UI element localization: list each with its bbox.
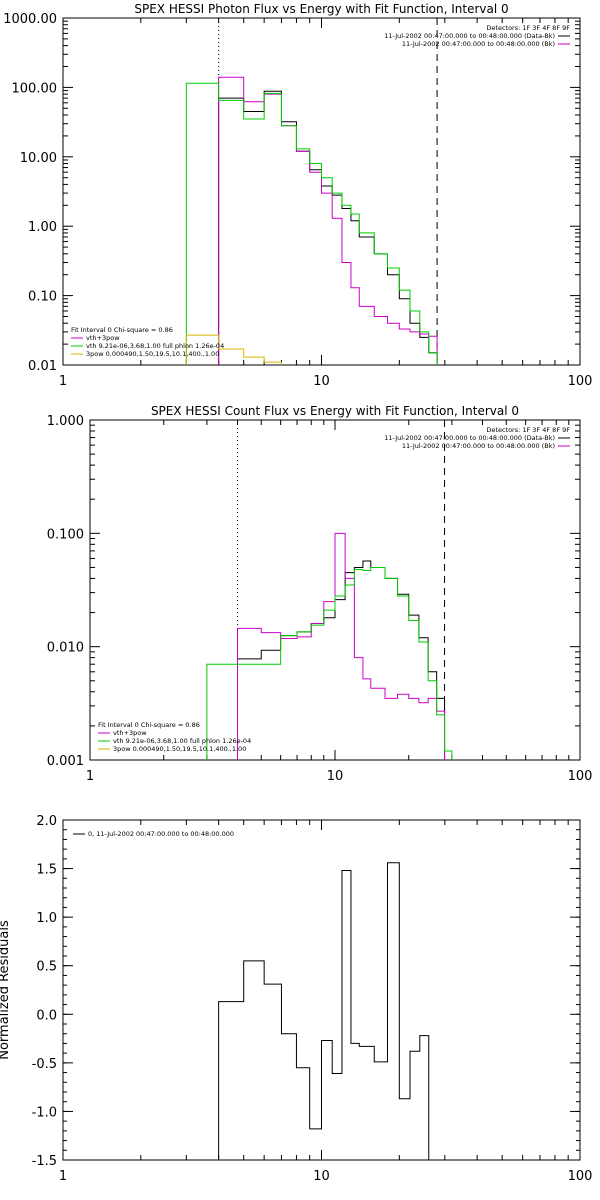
x-tick-label: 100 (568, 374, 593, 389)
y-tick-label: -1.0 (32, 1105, 57, 1120)
y-tick-label: 1000.00 (3, 12, 57, 27)
chart-title: SPEX HESSI Photon Flux vs Energy with Fi… (134, 2, 508, 16)
legend-top-right-line: 11-Jul-2002 00:47:00.000 to 00:48:00.000… (402, 40, 555, 48)
y-tick-label: 0.01 (28, 359, 57, 374)
series-2-step-line (206, 566, 453, 760)
x-tick-label: 10 (313, 1169, 330, 1184)
y-tick-label: 0.10 (28, 290, 57, 305)
legend-bottom-left-line: vth 9.21e-06,3.68,1.00 full phlon 1.26e-… (113, 737, 251, 745)
legend-bottom-left-line: vth+3pow (113, 729, 147, 737)
series-1-step-line (237, 532, 446, 760)
legend-bottom-left-line: vth 9.21e-06,3.68,1.00 full phlon 1.26e-… (86, 342, 224, 350)
x-tick-label: 10 (313, 374, 330, 389)
x-tick-label: 100 (568, 769, 593, 784)
series-0-step-line (218, 90, 438, 365)
legend-top-right-line: 11-Jul-2002 00:47:00.000 to 00:48:00.000… (384, 434, 555, 442)
legend-top-right-line: 11-Jul-2002 00:47:00.000 to 00:48:00.000… (384, 32, 555, 40)
x-tick-label: 10 (327, 769, 344, 784)
y-tick-label: 0.010 (47, 641, 84, 656)
x-tick-label: 100 (568, 1169, 593, 1184)
series-1-step-line (218, 76, 438, 365)
y-tick-label: 0.001 (47, 754, 84, 769)
legend-top-right-line: Detectors: 1F 3F 4F 8F 9F (486, 426, 570, 434)
y-tick-label: 0.100 (47, 527, 84, 542)
series-0-step-line (218, 862, 430, 1160)
x-tick-label: 1 (59, 374, 67, 389)
y-tick-label: 1.5 (36, 863, 57, 878)
y-tick-label: -1.5 (32, 1154, 57, 1169)
y-tick-label: 1.0 (36, 911, 57, 926)
y-tick-label: 0.5 (36, 960, 57, 975)
series-2-step-line (185, 82, 438, 365)
y-tick-label: 1.000 (47, 414, 84, 429)
y-tick-label: 2.0 (36, 814, 57, 829)
legend-bottom-left-line: Fit Interval 0 Chi-square = 0.86 (98, 721, 200, 729)
y-tick-label: 100.00 (12, 81, 58, 96)
legend-bottom-left-line: 3pow 0.000490,1.50,19.5,10.1,400.,1.00 (86, 350, 219, 358)
legend-top-right-line: 11-Jul-2002 00:47:00.000 to 00:48:00.000… (402, 442, 555, 450)
legend-bottom-left-line: Fit Interval 0 Chi-square = 0.86 (71, 326, 173, 334)
legend-top-left-line: 0, 11-Jul-2002 00:47:00.000 to 00:48:00.… (88, 830, 234, 838)
y-tick-label: 1.00 (28, 220, 57, 235)
y-axis-label: Normalized Residuals (0, 920, 12, 1060)
x-tick-label: 1 (86, 769, 94, 784)
chart-title: SPEX HESSI Count Flux vs Energy with Fit… (151, 404, 519, 418)
x-tick-label: 1 (59, 1169, 67, 1184)
series-0-step-line (237, 560, 446, 760)
legend-bottom-left-line: 3pow 0.000490,1.50,19.5,10.1,400.,1.00 (113, 745, 246, 753)
y-tick-label: 10.00 (20, 151, 57, 166)
legend-bottom-left-line: vth+3pow (86, 334, 120, 342)
y-tick-label: 0.0 (36, 1008, 57, 1023)
legend-top-right-line: Detectors: 1F 3F 4F 8F 9F (486, 24, 570, 32)
series-3-step-line (185, 334, 282, 365)
y-tick-label: -0.5 (32, 1057, 57, 1072)
